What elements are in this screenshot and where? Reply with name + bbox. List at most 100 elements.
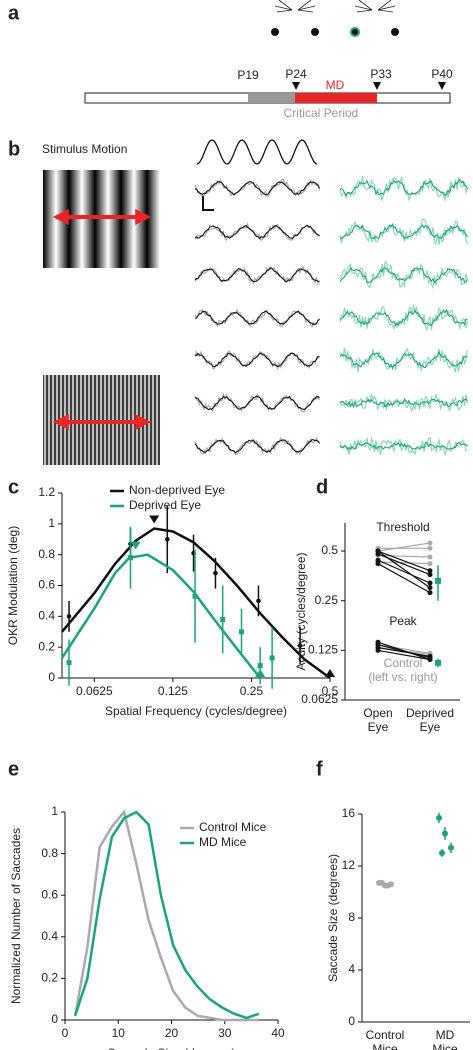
point xyxy=(220,616,226,622)
whisker xyxy=(377,5,396,11)
whisker xyxy=(297,5,316,11)
whisker xyxy=(278,0,293,11)
threshold-marker xyxy=(325,669,335,677)
x-tick-label: 20 xyxy=(165,1026,179,1040)
pair-line xyxy=(377,554,431,558)
stimulus-wave xyxy=(196,139,318,165)
trace-band xyxy=(339,261,469,290)
y-tick-label: 1.2 xyxy=(38,485,55,499)
x-tick-label: 0.125 xyxy=(158,684,188,698)
timeline-arrows xyxy=(292,82,446,90)
scale-bar xyxy=(202,195,214,211)
trace xyxy=(339,267,468,284)
point xyxy=(192,593,198,599)
point xyxy=(448,844,454,851)
point xyxy=(439,850,445,856)
point xyxy=(442,830,448,837)
x-category-label: Open Eye xyxy=(363,706,392,734)
trace-band xyxy=(339,218,469,246)
point xyxy=(427,554,433,560)
legend-label: MD Mice xyxy=(199,835,247,849)
whisker xyxy=(377,9,394,13)
legend-label: Deprived Eye xyxy=(129,498,201,512)
y-tick-label: 4 xyxy=(348,962,355,976)
x-category-label: Deprived Eye xyxy=(406,706,454,734)
whisker xyxy=(276,9,293,13)
panel-letter: d xyxy=(316,476,328,498)
x-category-label: MD Mice xyxy=(432,1028,458,1050)
eye xyxy=(350,27,360,37)
point xyxy=(427,572,433,578)
trace-band xyxy=(194,436,320,456)
pair-line xyxy=(377,644,431,654)
x-tick-label: 10 xyxy=(112,1026,126,1040)
legend-label: Control Mice xyxy=(199,820,267,834)
mean-point xyxy=(435,577,441,584)
whisker xyxy=(274,5,293,11)
annotation: Threshold xyxy=(376,520,429,534)
panel-letter: b xyxy=(8,138,20,160)
stimulus-title: Stimulus Motion xyxy=(42,142,127,156)
peak-marker xyxy=(149,515,160,524)
y-tick-label: 0.4 xyxy=(41,929,58,943)
pair-line xyxy=(377,559,431,584)
eye xyxy=(391,28,399,36)
y-tick-label: 0.6 xyxy=(38,578,55,592)
x-tick-label: 0 xyxy=(62,1026,69,1040)
point xyxy=(427,590,433,596)
point xyxy=(427,585,433,591)
panel-letter: c xyxy=(8,476,19,498)
trace-band xyxy=(194,265,320,286)
panel-letter: f xyxy=(316,758,323,780)
point xyxy=(66,614,72,619)
trace xyxy=(194,352,320,368)
trace-band xyxy=(339,436,468,457)
x-tick-label: 30 xyxy=(218,1026,232,1040)
trace xyxy=(194,395,320,411)
x-axis-title: Spatial Frequency (cycles/degree) xyxy=(105,704,287,718)
y-tick-label: 0 xyxy=(48,670,55,684)
whisker xyxy=(354,5,373,11)
panel-letter: e xyxy=(8,758,19,780)
pair-line xyxy=(377,647,431,657)
series-line xyxy=(73,810,260,1020)
series-line xyxy=(73,809,259,1022)
trace xyxy=(339,441,468,451)
point xyxy=(379,879,385,886)
y-tick-label: 8 xyxy=(348,910,355,924)
y-tick-label: 12 xyxy=(342,858,356,872)
point xyxy=(436,814,442,821)
pair-line xyxy=(377,561,431,565)
trace xyxy=(194,310,320,326)
eye xyxy=(271,28,279,36)
y-tick-label: 0.6 xyxy=(41,887,58,901)
point xyxy=(164,536,170,542)
y-tick-label: 16 xyxy=(342,806,356,820)
pair-line xyxy=(377,649,431,661)
y-tick-label: 0.4 xyxy=(38,609,55,623)
x-axis-title: Saccade Size (degrees) xyxy=(107,1046,235,1050)
point xyxy=(269,655,275,661)
y-tick-label: 0.8 xyxy=(41,846,58,860)
point xyxy=(213,570,218,576)
y-axis-title: Acuity (cycles/degree) xyxy=(294,552,308,670)
y-tick-label: 0 xyxy=(51,1012,58,1026)
mean-point xyxy=(435,659,441,666)
y-tick-label: 0.5 xyxy=(321,543,338,557)
trace xyxy=(339,350,468,370)
md-bar xyxy=(295,93,377,103)
annotation: Peak xyxy=(389,614,417,628)
point xyxy=(375,647,381,653)
trace-band xyxy=(339,305,469,332)
whisker xyxy=(358,0,373,11)
whisker xyxy=(356,9,373,13)
trace-band xyxy=(194,178,321,197)
point xyxy=(375,548,381,554)
whisker xyxy=(377,0,392,11)
point xyxy=(427,540,433,546)
legend-label: Non-deprived Eye xyxy=(129,483,225,497)
decor xyxy=(194,0,469,457)
y-axis-title: Saccade Size (degrees) xyxy=(326,854,340,982)
point xyxy=(66,660,72,666)
